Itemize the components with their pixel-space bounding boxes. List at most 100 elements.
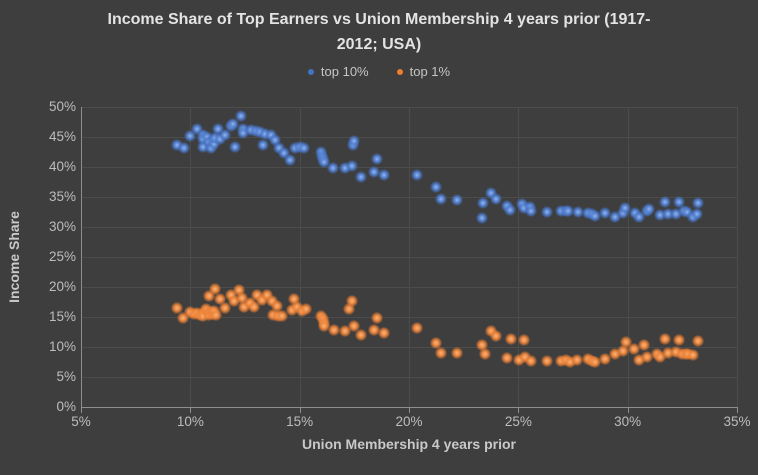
data-point-top-10 (228, 141, 241, 154)
data-point-top-10 (490, 192, 503, 205)
data-point-top-10 (265, 128, 278, 141)
data-point-top-1 (525, 354, 538, 367)
y-tick-label: 35% (48, 189, 76, 204)
x-tick-mark (299, 408, 301, 413)
data-point-top-10 (314, 146, 327, 158)
x-gridline (737, 107, 738, 407)
data-point-top-10 (690, 208, 703, 221)
data-point-top-10 (368, 166, 380, 179)
chart-title: Income Share of Top Earners vs Union Mem… (49, 7, 709, 57)
data-point-top-10 (378, 169, 391, 182)
data-point-top-10 (244, 123, 257, 136)
x-tick-label: 10% (176, 414, 204, 429)
data-point-top-1 (620, 335, 633, 348)
y-tick-label: 45% (48, 129, 76, 144)
legend-label-top-1: top 1% (409, 64, 451, 79)
x-gridline (518, 107, 520, 407)
data-point-top-10 (197, 133, 210, 146)
data-point-top-10 (354, 170, 367, 183)
data-point-top-1 (691, 335, 704, 347)
data-point-top-1 (338, 324, 351, 337)
x-gridline (299, 107, 301, 407)
data-point-top-10 (559, 204, 572, 217)
data-point-top-10 (317, 153, 330, 166)
data-point-top-10 (171, 139, 184, 152)
data-point-top-1 (518, 333, 531, 346)
data-point-top-10 (640, 205, 653, 218)
data-point-top-10 (582, 207, 595, 220)
legend-marker-top-10-icon (307, 68, 314, 75)
data-point-top-10 (554, 205, 567, 218)
data-point-top-10 (249, 125, 262, 137)
legend-item-top-10: top 10% (307, 64, 369, 79)
data-point-top-10 (284, 153, 297, 166)
data-point-top-1 (682, 347, 695, 360)
x-tick-mark (627, 408, 629, 413)
data-point-top-10 (673, 196, 686, 209)
data-point-top-1 (233, 284, 246, 296)
data-point-top-1 (318, 320, 331, 332)
data-point-top-1 (345, 295, 358, 308)
data-point-top-1 (490, 330, 503, 343)
data-point-top-1 (571, 353, 584, 366)
y-tick-label: 0% (56, 399, 76, 414)
data-point-top-1 (343, 303, 356, 316)
data-point-top-10 (599, 207, 612, 220)
y-tick-label: 25% (48, 249, 76, 264)
data-point-top-1 (378, 326, 391, 339)
data-point-top-1 (680, 347, 693, 360)
data-point-top-1 (654, 350, 667, 363)
data-point-top-10 (318, 155, 331, 168)
data-point-top-1 (518, 350, 531, 363)
data-point-top-10 (370, 153, 383, 166)
data-point-top-1 (199, 303, 212, 316)
data-point-top-10 (585, 208, 598, 221)
data-point-top-1 (219, 302, 232, 314)
y-tick-label: 10% (48, 339, 76, 354)
data-point-top-10 (524, 201, 537, 214)
data-point-top-10 (218, 129, 231, 142)
data-point-top-1 (608, 347, 621, 360)
data-point-top-1 (209, 282, 222, 295)
data-point-top-10 (273, 142, 286, 155)
y-tick-label: 15% (48, 309, 76, 324)
data-point-top-1 (197, 309, 210, 322)
data-point-top-1 (228, 294, 241, 307)
data-point-top-10 (338, 162, 351, 175)
data-point-top-1 (171, 302, 184, 314)
x-tick-label: 20% (395, 414, 423, 429)
data-point-top-10 (256, 139, 269, 152)
x-tick-label: 35% (723, 414, 751, 429)
x-tick-label: 15% (286, 414, 314, 429)
data-point-top-10 (204, 141, 217, 154)
x-tick-mark (81, 408, 82, 413)
data-point-top-1 (238, 301, 251, 314)
x-tick-label: 30% (614, 414, 642, 429)
data-point-top-1 (675, 347, 688, 360)
data-point-top-10 (659, 196, 672, 209)
data-point-top-1 (193, 309, 206, 322)
legend-marker-top-1-icon (396, 68, 403, 75)
data-point-top-10 (207, 138, 220, 151)
data-point-top-1 (554, 354, 567, 367)
data-point-top-10 (629, 206, 642, 219)
data-point-top-1 (208, 305, 221, 317)
data-point-top-10 (214, 133, 227, 146)
chart-title-line-1: Income Share of Top Earners vs Union Mem… (107, 11, 651, 28)
data-point-top-1 (651, 347, 664, 360)
data-point-top-1 (504, 333, 517, 346)
data-point-top-10 (686, 211, 699, 224)
data-point-top-10 (258, 128, 271, 140)
x-tick-mark (518, 408, 520, 413)
data-point-top-1 (638, 338, 651, 351)
x-tick-label: 5% (71, 414, 91, 429)
data-point-top-1 (640, 350, 653, 363)
data-point-top-1 (563, 356, 576, 368)
data-point-top-1 (673, 334, 686, 347)
data-point-top-10 (608, 211, 621, 224)
data-point-top-10 (669, 208, 682, 221)
data-point-top-1 (368, 323, 380, 336)
plot-area (81, 107, 738, 407)
data-point-top-1 (317, 317, 330, 329)
y-tick-label: 5% (56, 369, 76, 384)
